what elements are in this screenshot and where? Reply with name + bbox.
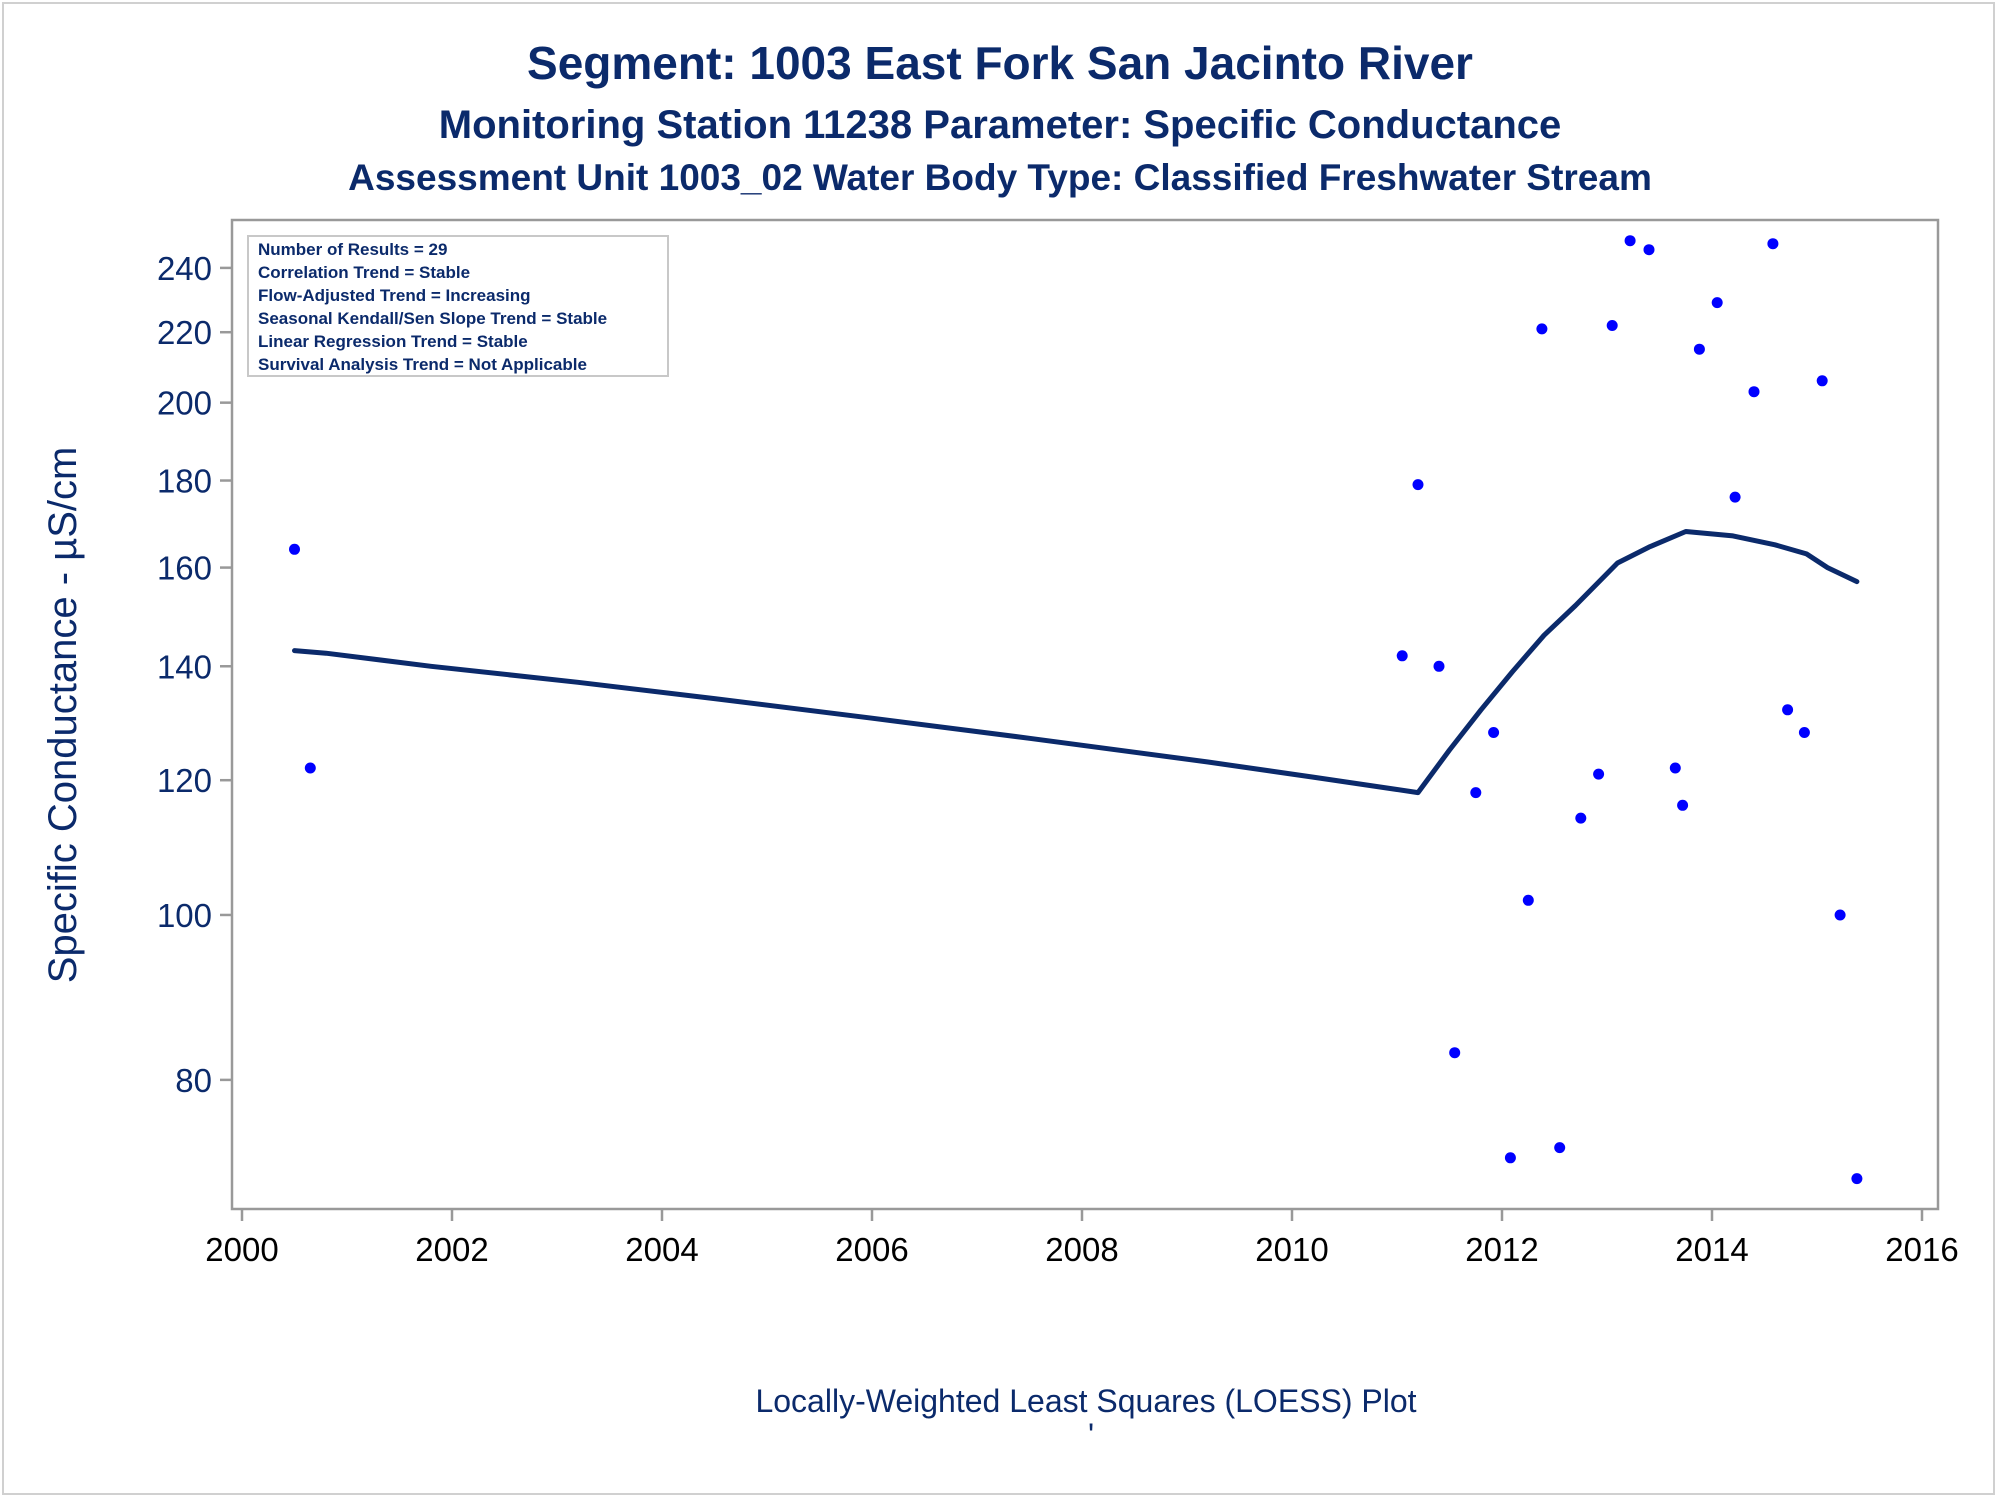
y-tick-label: 80 — [175, 1062, 212, 1099]
x-axis: 2000 2002 2004 2006 2008 2010 2012 2014 2016 — [205, 1209, 1959, 1268]
loess-line-layer — [292, 529, 1860, 796]
data-points-layer — [289, 235, 1863, 1185]
x-tick-label: 2016 — [1885, 1231, 1958, 1268]
data-point — [1449, 1047, 1461, 1059]
x-tick-label: 2014 — [1675, 1231, 1748, 1268]
data-point — [1433, 660, 1445, 672]
data-point — [1693, 343, 1705, 355]
stats-correlation-trend: Correlation Trend = Stable — [258, 263, 470, 282]
x-tick-label: 2010 — [1255, 1231, 1328, 1268]
y-tick-label: 160 — [157, 550, 212, 587]
stats-box — [247, 235, 669, 377]
data-point — [1522, 894, 1534, 906]
data-point — [1575, 812, 1587, 824]
chart-subtitle: Monitoring Station 11238 Parameter: Spec… — [439, 103, 1562, 147]
data-point — [289, 543, 300, 555]
data-point — [1396, 650, 1408, 662]
data-point — [1677, 799, 1689, 811]
data-point — [1593, 768, 1605, 780]
x-tick-label: 2000 — [205, 1231, 278, 1268]
stats-survival-analysis-trend: Survival Analysis Trend = Not Applicable — [258, 355, 587, 374]
data-point — [1669, 762, 1681, 774]
data-point — [304, 762, 316, 774]
data-point — [1798, 727, 1810, 738]
stats-linear-regression-trend: Linear Regression Trend = Stable — [258, 332, 528, 351]
y-tick-label: 120 — [157, 762, 212, 799]
data-point — [1412, 479, 1424, 491]
y-tick-label: 200 — [157, 385, 212, 422]
stats-flow-adjusted-trend: Flow-Adjusted Trend = Increasing — [258, 286, 531, 305]
data-point — [1816, 375, 1828, 387]
data-point — [1851, 1173, 1863, 1185]
data-point — [1536, 323, 1548, 335]
y-axis-title: Specific Conductance - µS/cm — [41, 447, 85, 984]
y-tick-label: 240 — [157, 250, 212, 287]
data-point — [1554, 1142, 1566, 1154]
stats-seasonal-kendall-trend: Seasonal Kendall/Sen Slope Trend = Stabl… — [258, 309, 607, 328]
data-point — [1606, 320, 1618, 331]
x-tick-label: 2008 — [1045, 1231, 1118, 1268]
loess-line — [292, 529, 1860, 796]
data-point — [1767, 238, 1779, 250]
data-point — [1729, 491, 1741, 503]
y-axis: 80 100 120 140 160 180 200 220 240 — [157, 250, 232, 1099]
y-tick-label: 180 — [157, 463, 212, 500]
data-point — [1488, 727, 1500, 738]
plot-footnote: Locally-Weighted Least Squares (LOESS) P… — [755, 1383, 1416, 1419]
y-tick-label: 220 — [157, 314, 212, 351]
x-tick-label: 2012 — [1465, 1231, 1538, 1268]
y-tick-label: 100 — [157, 897, 212, 934]
data-point — [1624, 235, 1636, 247]
data-point — [1782, 704, 1794, 716]
data-point — [1748, 386, 1760, 398]
x-tick-label: 2002 — [415, 1231, 488, 1268]
chart-subtitle-2: Assessment Unit 1003_02 Water Body Type:… — [348, 157, 1652, 198]
y-tick-label: 140 — [157, 648, 212, 685]
data-point — [1470, 787, 1482, 799]
x-tick-label: 2004 — [625, 1231, 698, 1268]
data-point — [1504, 1152, 1516, 1164]
data-point — [1711, 297, 1723, 309]
chart-title: Segment: 1003 East Fork San Jacinto Rive… — [527, 37, 1473, 89]
plot-area — [230, 218, 1940, 1211]
data-point — [1643, 244, 1655, 256]
footnote-mark: ' — [1088, 1417, 1094, 1453]
x-tick-label: 2006 — [835, 1231, 908, 1268]
data-point — [1834, 909, 1846, 921]
stats-number-of-results: Number of Results = 29 — [258, 240, 447, 259]
